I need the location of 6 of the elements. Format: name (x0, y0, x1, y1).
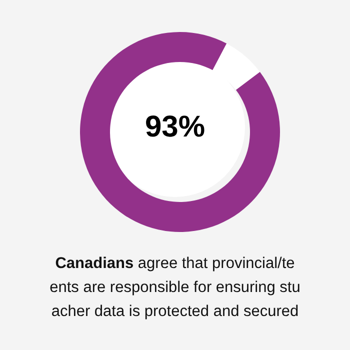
text: acher data is protected and secured (50, 302, 300, 322)
donut-slice (212, 44, 260, 90)
data-label: 93% (144, 110, 206, 144)
text: ents are responsible for ensuring stu (48, 278, 302, 298)
text: Canadians agree that provincial/te (54, 254, 296, 274)
donut-slice (80, 32, 280, 232)
